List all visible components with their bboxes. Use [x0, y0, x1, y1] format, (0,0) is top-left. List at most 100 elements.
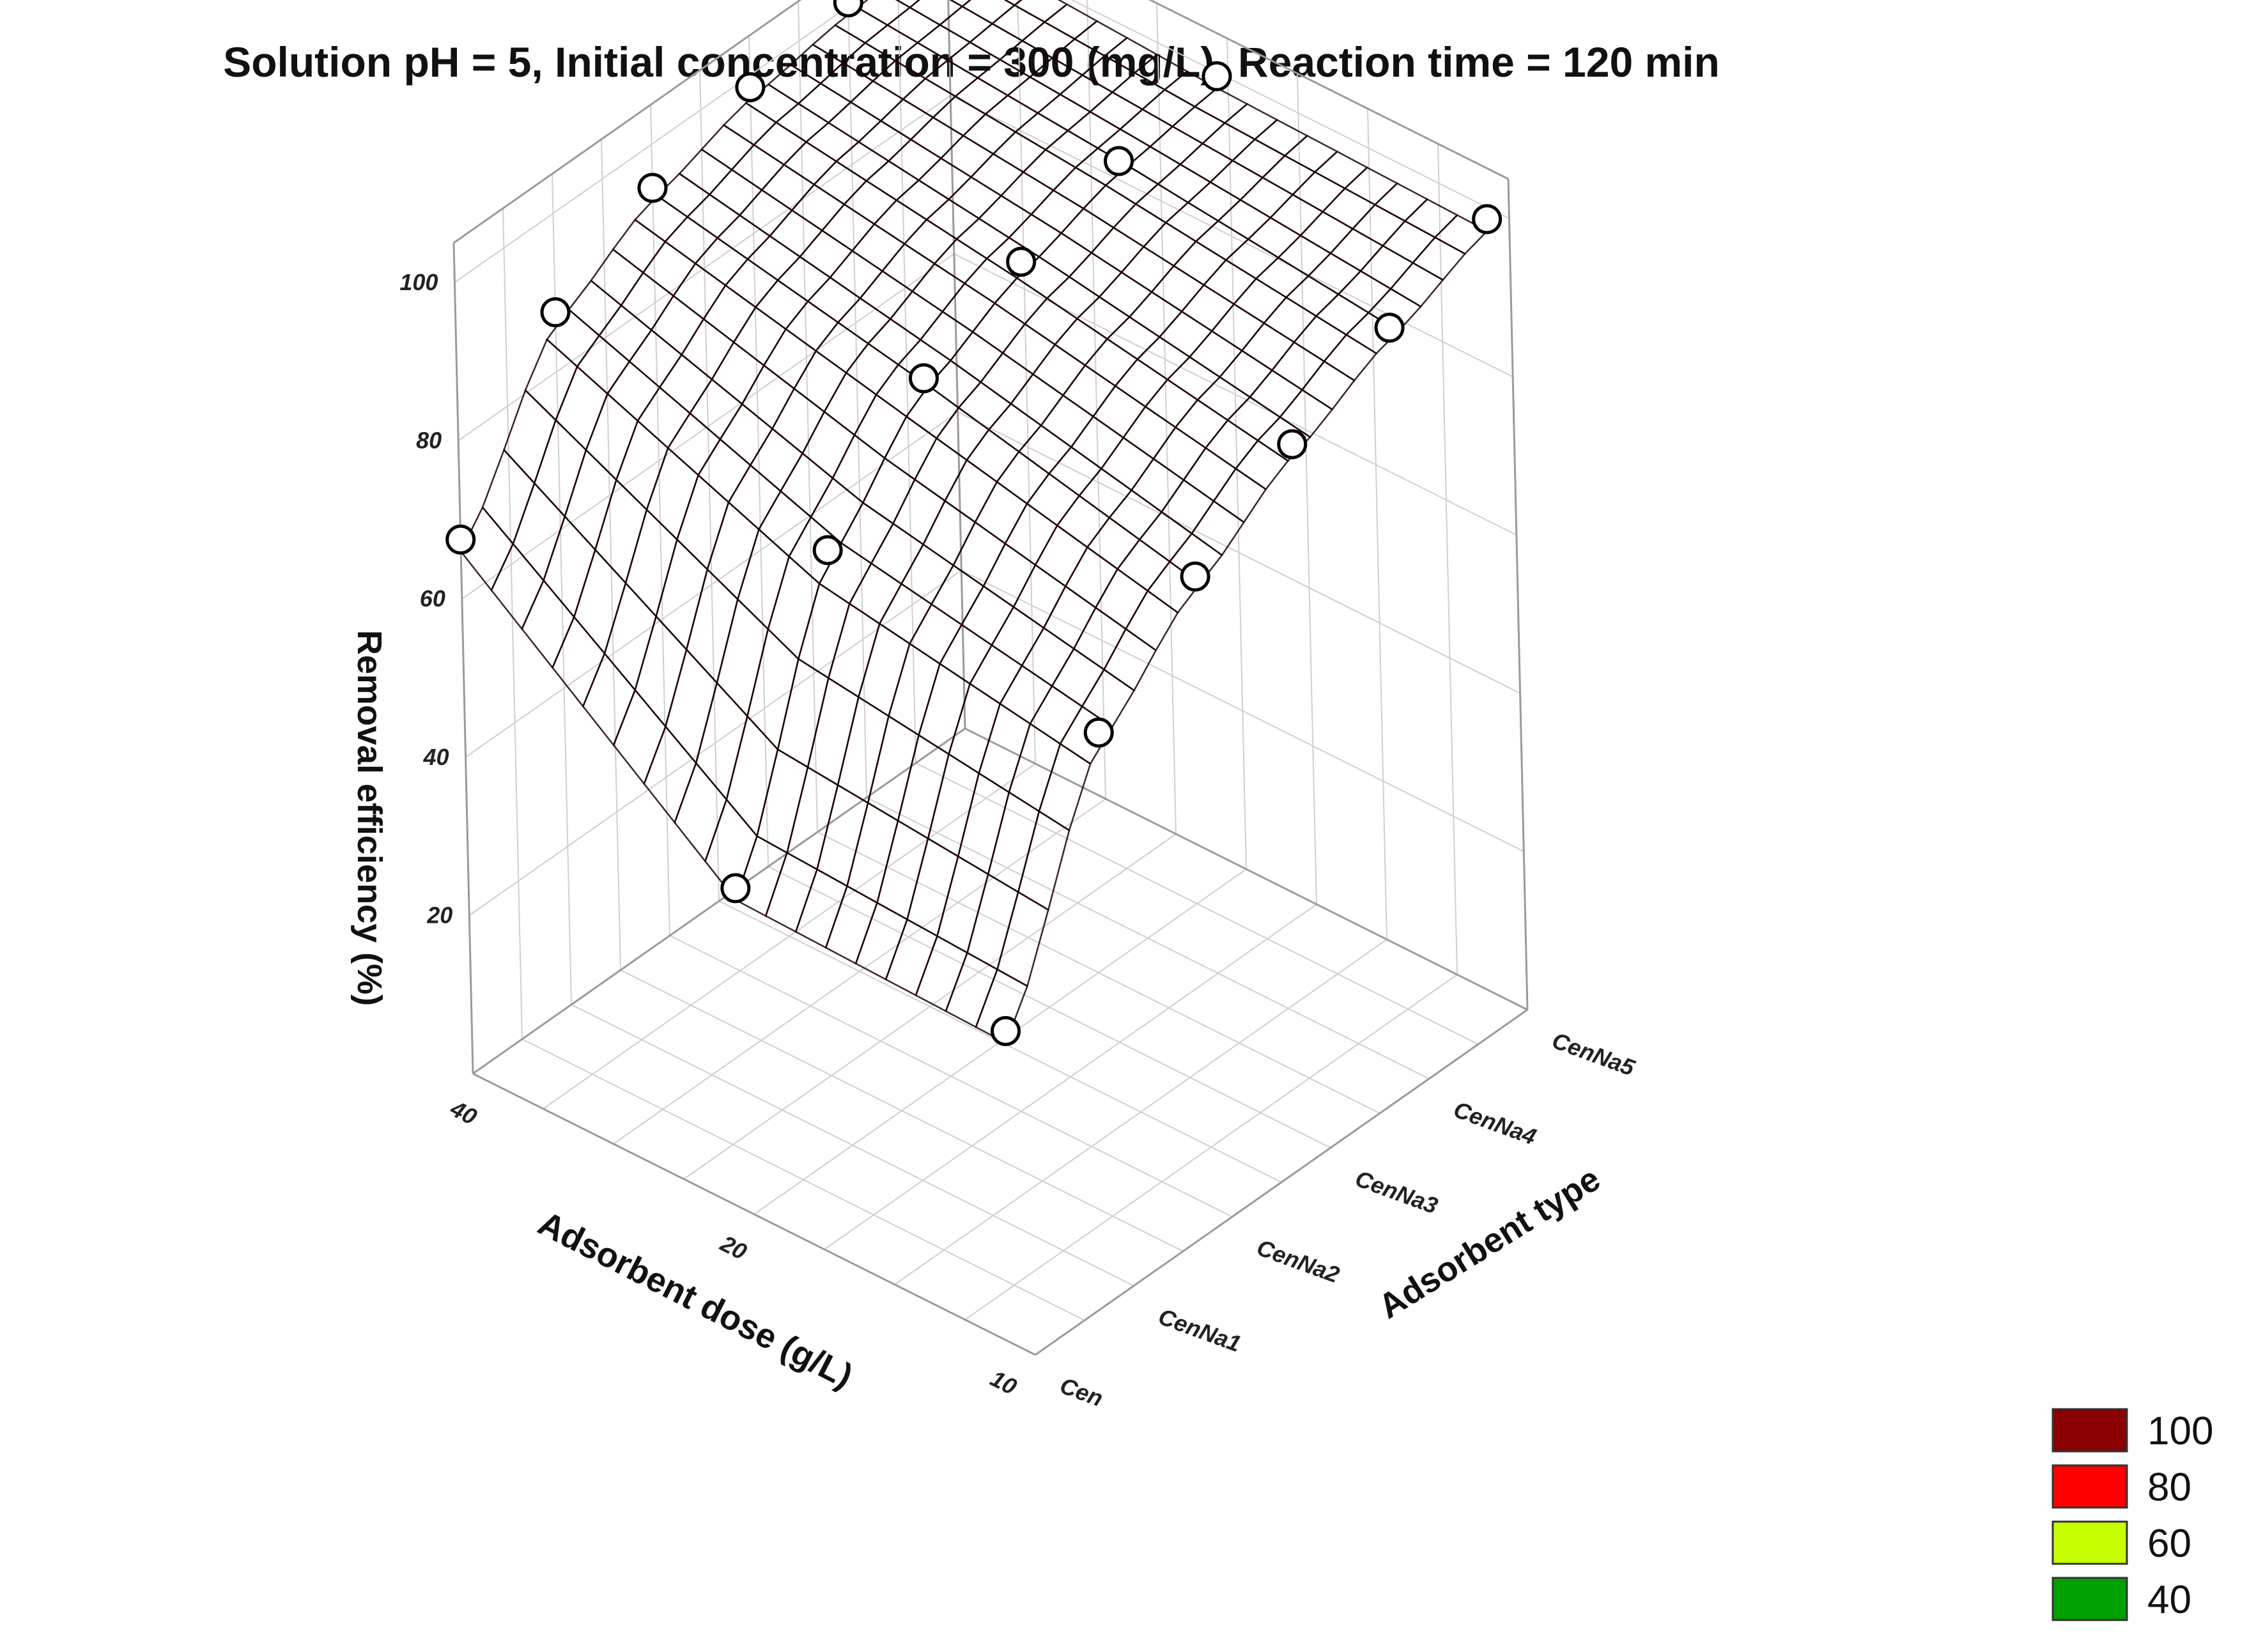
surface-cell [655, 537, 709, 651]
surface-cell [702, 284, 757, 344]
surface-cell [961, 585, 1015, 647]
surface-cell [1248, 369, 1304, 419]
data-point [1006, 247, 1037, 277]
surface-cell [1040, 394, 1095, 449]
surface-cell [1271, 341, 1325, 391]
surface-cell [761, 164, 815, 212]
surface-cell [949, 0, 971, 8]
surface-cell [991, 605, 1045, 667]
surface-cell [1247, 217, 1302, 259]
surface-cell [1094, 567, 1149, 631]
surface-cell [784, 300, 840, 352]
box-edge [1148, 0, 1509, 180]
surface-cell [1283, 134, 1339, 173]
surface-cell [911, 262, 966, 313]
surface-cell [736, 528, 791, 631]
surface-cell [1031, 343, 1086, 397]
surface-cell [1180, 284, 1235, 332]
surface-cell [686, 193, 741, 240]
data-point [1104, 146, 1134, 176]
response-surface [460, 0, 1489, 1044]
surface-cell [908, 603, 963, 665]
surface-cell [1403, 198, 1459, 239]
y-tick-label: CenNa3 [1352, 1165, 1441, 1219]
surface-cell [732, 305, 787, 367]
surface-cell [716, 598, 769, 718]
side-wall-grid-line [954, 253, 1517, 536]
surface-cell [1030, 189, 1085, 235]
surface-cell [1186, 181, 1242, 222]
surface-cell [797, 82, 853, 124]
surface-cell [1172, 240, 1228, 286]
surface-cell [1337, 270, 1393, 314]
surface-cell [722, 102, 778, 146]
surface-cell [1150, 265, 1205, 313]
legend-swatch [2051, 1464, 2128, 1509]
surface-cell [867, 318, 922, 366]
surface-cell [1108, 489, 1163, 541]
data-point [1472, 204, 1503, 235]
side-wall-grid-line [1086, 0, 1106, 799]
surface-cell [1313, 150, 1369, 190]
surface-cell [949, 330, 1004, 383]
surface-cell [1232, 277, 1288, 325]
surface-cell [612, 219, 667, 274]
surface-cell [738, 189, 794, 237]
surface-cell [730, 144, 785, 191]
surface-cell [1433, 214, 1489, 255]
surface-cell [909, 116, 965, 160]
surface-cell [676, 474, 730, 571]
surface-cell [993, 277, 1049, 325]
surface-cell [1299, 210, 1354, 254]
surface-cell [798, 229, 854, 279]
surface-cell [1056, 494, 1111, 549]
floor-grid-line [543, 763, 1036, 1109]
surface-cell [642, 240, 697, 297]
y-tick-label: Cen [1056, 1372, 1106, 1412]
surface-cell [955, 217, 1010, 260]
surface-cell [878, 582, 933, 645]
surface-cell [1301, 360, 1356, 411]
surface-cell [1026, 472, 1081, 527]
surface-cell [585, 392, 639, 482]
surface-cell [861, 457, 916, 525]
surface-cell [1092, 385, 1147, 439]
surface-cell [1138, 511, 1193, 563]
surface-cell [1141, 88, 1196, 128]
surface-cell [1116, 538, 1171, 592]
surface-cell [633, 194, 689, 243]
surface-cell [1118, 108, 1174, 148]
z-tick-label: 80 [416, 428, 442, 454]
surface-cell [815, 321, 870, 374]
surface-cell [974, 481, 1028, 545]
surface-cell [782, 141, 838, 186]
back-wall-grid-line [798, 1, 818, 833]
surface-cell [1017, 424, 1072, 475]
side-wall-grid-line [1226, 38, 1247, 870]
surface-cell [1098, 271, 1153, 318]
surface-cell [645, 446, 700, 541]
surface-cell [1076, 295, 1131, 340]
data-point [540, 297, 571, 328]
surface-cell [883, 415, 938, 481]
surface-cell [1034, 524, 1089, 588]
surface-cell [801, 410, 856, 480]
back-wall-grid-line [458, 95, 951, 442]
floor-grid-line [964, 974, 1458, 1320]
surface-cell [895, 179, 950, 221]
box-edge [1035, 1008, 1528, 1356]
surface-cell [999, 664, 1053, 725]
surface-cell [1277, 234, 1333, 277]
data-point [833, 0, 863, 18]
surface-cell [706, 500, 760, 601]
surface-cell [1323, 334, 1378, 382]
side-wall-grid-line [1017, 0, 1036, 764]
surface-cell [1038, 742, 1092, 832]
surface-cell [870, 522, 925, 585]
surface-cell [1003, 0, 1023, 6]
surface-cell [552, 615, 606, 708]
surface-cell [1088, 91, 1144, 130]
surface-cell [576, 334, 631, 395]
surface-cell [873, 199, 928, 245]
color-legend: 100 80 60 40 [2051, 1408, 2213, 1622]
